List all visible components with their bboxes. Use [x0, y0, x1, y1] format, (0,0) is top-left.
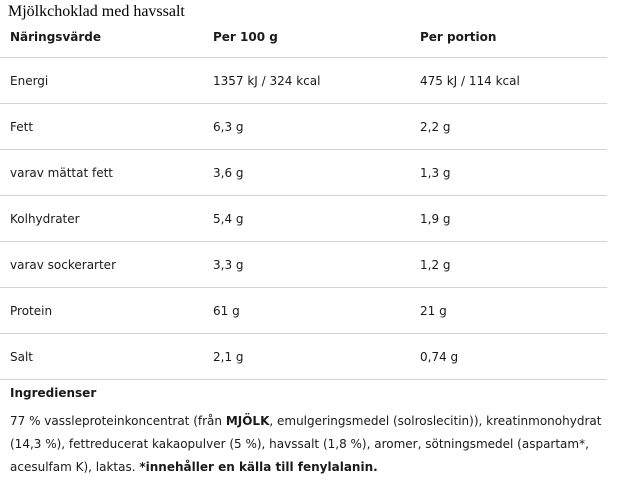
table-cell: 475 kJ / 114 kcal [420, 74, 520, 88]
table-cell: Kolhydrater [10, 212, 80, 226]
table-cell: 0,74 g [420, 350, 459, 364]
table-cell: Energi [10, 74, 49, 88]
table-cell: 3,6 g [213, 166, 244, 180]
title: Mjölkchoklad med havssalt [8, 3, 185, 20]
table-cell: 2,1 g [213, 350, 244, 364]
table-cell: varav sockerarter [10, 258, 116, 272]
ingredients-note: *innehåller en källa till fenylalanin. [139, 460, 378, 474]
table-cell: Salt [10, 350, 34, 364]
ingredients-part: 77 % vassleproteinkoncentrat (från [10, 414, 226, 428]
ingredients-heading: Ingredienser [10, 386, 97, 400]
table-cell: 5,4 g [213, 212, 244, 226]
table-cell: 1,2 g [420, 258, 451, 272]
table-cell: 3,3 g [213, 258, 244, 272]
row-divider [0, 57, 607, 58]
row-divider [0, 149, 607, 150]
header-cell: Näringsvärde [10, 30, 102, 44]
ingredients-allergen: MJÖLK [225, 414, 270, 428]
table-cell: 2,2 g [420, 120, 451, 134]
table-cell: varav mättat fett [10, 166, 114, 180]
header-cell: Per 100 g [213, 30, 278, 44]
row-divider [0, 287, 607, 288]
ingredients-part: , emulgeringsmedel (solroslecitin)), kre… [10, 414, 602, 474]
table-cell: 1357 kJ / 324 kcal [213, 74, 321, 88]
row-divider [0, 195, 607, 196]
row-divider [0, 333, 607, 334]
table-cell: Protein [10, 304, 53, 318]
header-cell: Per portion [420, 30, 497, 44]
ingredients-text: 77 % vassleproteinkoncentrat (från MJÖLK… [10, 410, 610, 479]
table-cell: 1,3 g [420, 166, 451, 180]
row-divider [0, 379, 607, 380]
table-cell: 61 g [213, 304, 240, 318]
row-divider [0, 103, 607, 104]
table-cell: 1,9 g [420, 212, 451, 226]
table-cell: Fett [10, 120, 34, 134]
table-cell: 6,3 g [213, 120, 244, 134]
row-divider [0, 241, 607, 242]
table-cell: 21 g [420, 304, 447, 318]
